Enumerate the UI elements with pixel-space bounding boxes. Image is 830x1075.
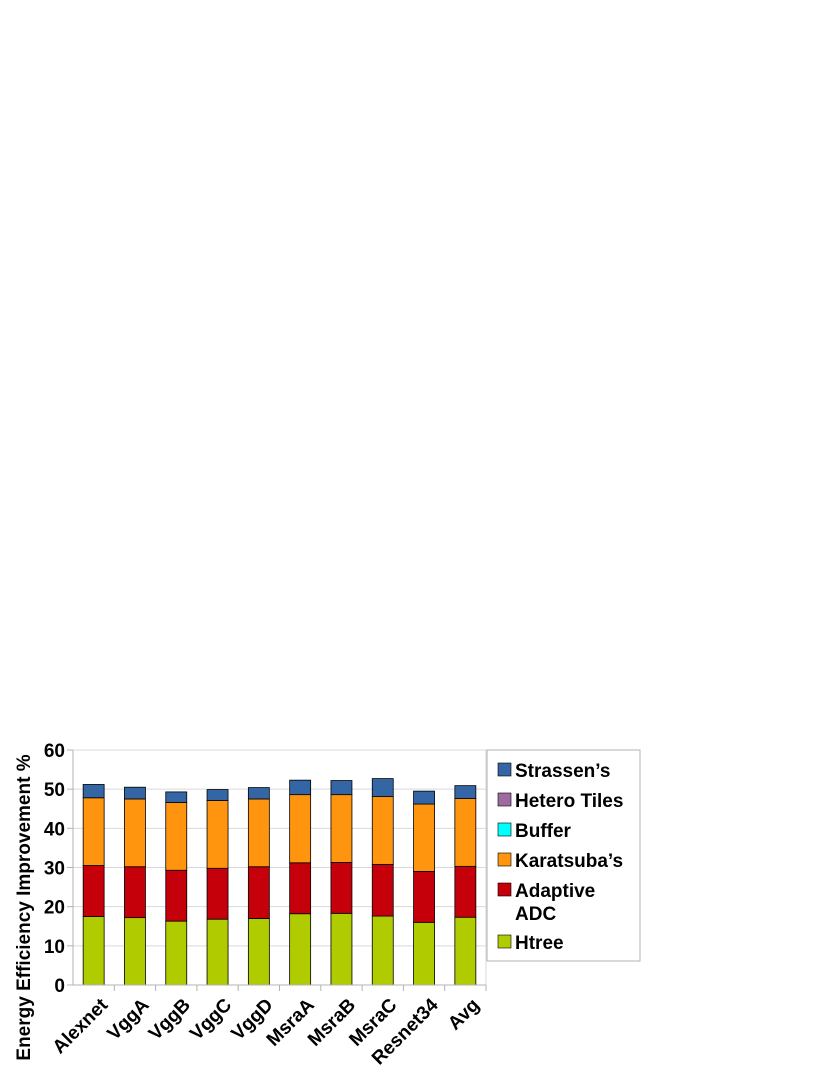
bar-segment-vggd-htree xyxy=(247,918,270,986)
bar-segment-vgga-htree xyxy=(124,917,146,986)
bar-segment-msrab-htree xyxy=(330,912,353,986)
y-tick-label: 30 xyxy=(44,859,65,880)
y-axis-title: Energy Efficiency Improvement % xyxy=(14,754,35,1060)
x-category-label: Avg xyxy=(444,995,484,1035)
bar-segment-msrac-karatsuba-s xyxy=(371,796,394,865)
legend-swatch xyxy=(497,934,512,949)
bar-segment-msrab-adaptive-adc xyxy=(330,862,353,914)
bar-segment-msrac-htree xyxy=(371,915,394,986)
legend-label: ADC xyxy=(515,904,556,925)
bar-segment-alexnet-karatsuba-s xyxy=(82,797,105,866)
y-tick-label: 60 xyxy=(44,741,65,762)
bar-segment-resnet34-adaptive-adc xyxy=(413,871,435,923)
x-category-label: VggB xyxy=(145,995,195,1045)
bar-segment-resnet34-karatsuba-s xyxy=(413,803,435,872)
bar-segment-msraa-adaptive-adc xyxy=(289,862,312,915)
legend-label: Hetero Tiles xyxy=(515,791,623,812)
y-tick-label: 0 xyxy=(54,976,65,997)
bar-segment-vggb-htree xyxy=(165,920,188,986)
y-tick-label: 20 xyxy=(44,898,65,919)
bar-segment-vggb-karatsuba-s xyxy=(165,802,188,871)
bar-segment-msrab-strassen-s xyxy=(330,780,353,796)
bar-segment-msrab-karatsuba-s xyxy=(330,794,353,863)
legend-label: Buffer xyxy=(515,821,572,842)
bar-segment-msraa-karatsuba-s xyxy=(289,794,312,864)
bar-segment-avg-htree xyxy=(454,916,477,986)
bar-segment-alexnet-adaptive-adc xyxy=(82,865,105,917)
legend-label: Adaptive xyxy=(515,881,595,902)
bar-segment-avg-karatsuba-s xyxy=(454,798,477,867)
legend-label: Htree xyxy=(515,933,564,954)
bar-segment-vggc-strassen-s xyxy=(206,789,229,801)
bar-segment-msraa-htree xyxy=(289,913,312,986)
bar-segment-vggb-adaptive-adc xyxy=(165,869,188,922)
bar-segment-vgga-adaptive-adc xyxy=(124,866,146,919)
legend-box xyxy=(486,749,641,962)
bar-segment-vggd-karatsuba-s xyxy=(247,798,270,868)
bar-segment-vggc-htree xyxy=(206,918,229,986)
bar-segment-vggc-karatsuba-s xyxy=(206,800,229,869)
legend-label: Strassen’s xyxy=(515,761,610,782)
bar-segment-resnet34-htree xyxy=(413,921,435,986)
legend-label: Karatsuba’s xyxy=(515,851,623,872)
legend-swatch xyxy=(497,852,512,867)
bar-segment-msraa-strassen-s xyxy=(289,779,312,796)
bar-segment-msrac-adaptive-adc xyxy=(371,863,394,917)
bar-segment-vgga-karatsuba-s xyxy=(124,798,146,868)
legend-swatch xyxy=(497,792,512,807)
x-category-label: VggC xyxy=(186,995,236,1045)
bar-segment-vgga-strassen-s xyxy=(124,786,146,800)
legend: Strassen’s Hetero Tiles Buffer Karatsuba’s A… xyxy=(486,749,641,962)
bar-segment-resnet34-strassen-s xyxy=(413,790,435,805)
bar-segment-msrac-strassen-s xyxy=(371,778,394,798)
legend-swatch xyxy=(497,822,512,837)
bar-segment-vggd-adaptive-adc xyxy=(247,866,270,919)
bar-segment-vggc-adaptive-adc xyxy=(206,867,229,920)
bars xyxy=(82,778,477,986)
axes xyxy=(67,749,487,991)
x-category-label: Alexnet xyxy=(49,994,113,1058)
bar-segment-alexnet-htree xyxy=(82,916,105,986)
legend-swatch xyxy=(497,882,512,897)
bar-segment-alexnet-strassen-s xyxy=(82,784,105,799)
y-tick-label: 40 xyxy=(44,819,65,840)
bar-segment-avg-strassen-s xyxy=(454,785,477,799)
y-tick-label: 10 xyxy=(44,937,65,958)
y-tick-label: 50 xyxy=(44,780,65,801)
bar-segment-avg-adaptive-adc xyxy=(454,865,477,918)
bar-segment-vggd-strassen-s xyxy=(247,787,270,800)
legend-swatch xyxy=(497,762,512,777)
x-category-label: VggA xyxy=(104,995,154,1045)
bar-segment-vggb-strassen-s xyxy=(165,791,188,803)
